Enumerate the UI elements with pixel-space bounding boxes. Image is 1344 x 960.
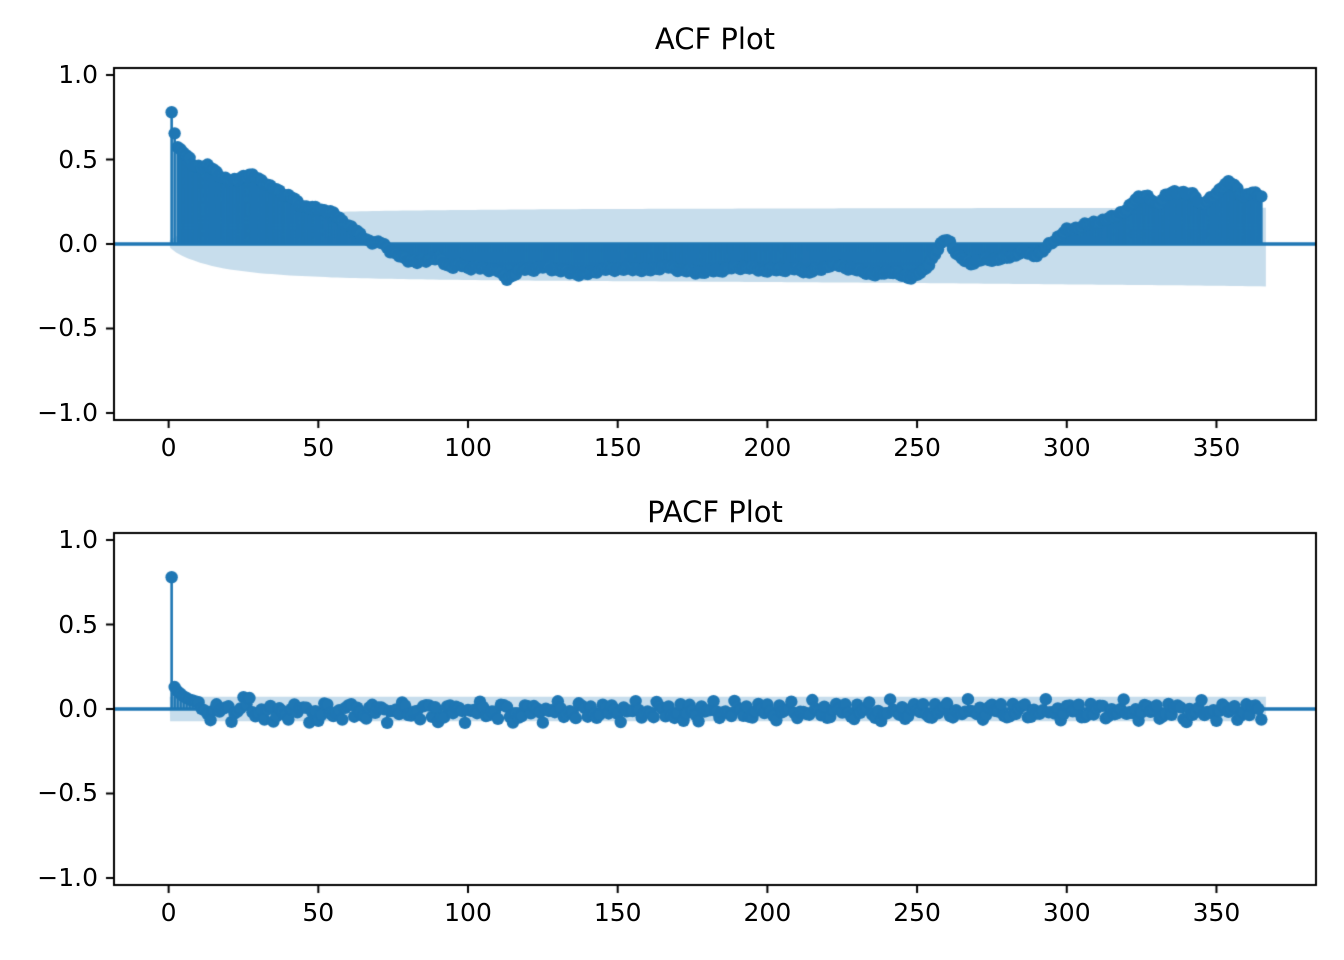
x-tick-label: 350	[1192, 898, 1241, 927]
acf-plot-canvas	[0, 0, 1344, 480]
x-tick-label: 150	[593, 898, 642, 927]
y-tick-label: 1.0	[58, 525, 98, 555]
pacf-plot-title: PACF Plot	[647, 495, 783, 529]
x-tick-label: 300	[1042, 433, 1091, 462]
x-tick-label: 0	[160, 433, 177, 462]
x-tick-label: 50	[302, 433, 335, 462]
y-tick-label: 1.0	[58, 60, 98, 90]
y-tick-label: 0.0	[58, 229, 98, 258]
y-tick-label: −0.5	[37, 778, 98, 808]
y-tick-label: −1.0	[37, 862, 98, 892]
x-tick-label: 200	[743, 898, 792, 927]
y-tick-label: 0.5	[58, 144, 98, 174]
acf-plot-title: ACF Plot	[654, 22, 776, 56]
x-tick-label: 100	[444, 433, 492, 462]
x-tick-label: 0	[160, 898, 177, 927]
x-tick-label: 350	[1192, 433, 1241, 462]
x-tick-label: 200	[743, 433, 792, 462]
x-tick-label: 250	[893, 433, 941, 462]
y-tick-label: −1.0	[37, 397, 98, 427]
x-tick-label: 50	[302, 898, 335, 927]
x-tick-label: 150	[593, 433, 642, 462]
x-tick-label: 100	[444, 898, 492, 927]
x-tick-label: 250	[893, 898, 941, 927]
pacf-subplot: PACF Plot 0 50 100 150 200 250 300 350 1.0 0.5 0.0…	[0, 480, 1344, 960]
y-tick-label: −0.5	[37, 313, 98, 343]
x-tick-label: 300	[1042, 898, 1091, 927]
y-tick-label: 0.0	[58, 694, 98, 723]
acf-subplot: ACF Plot 0 50 100 150 200 250 300 350 1.0 0.5 0.0 −…	[0, 0, 1344, 480]
pacf-plot-canvas	[0, 480, 1344, 960]
y-tick-label: 0.5	[58, 609, 98, 639]
